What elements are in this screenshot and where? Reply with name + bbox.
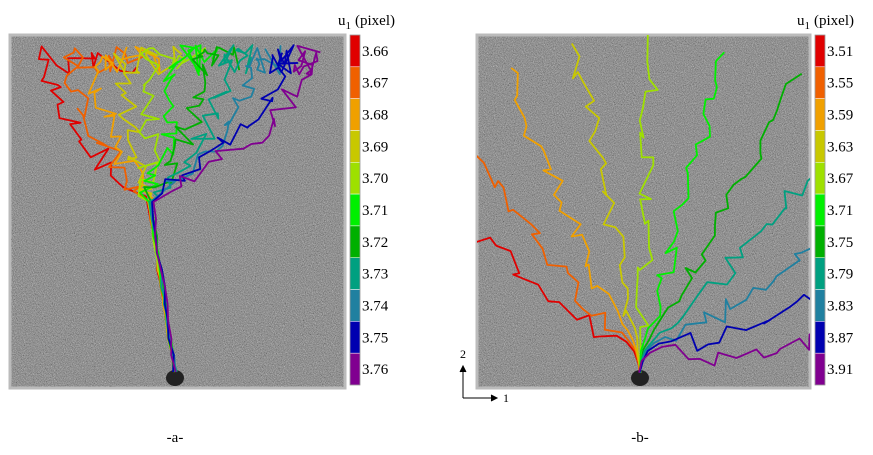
contour-line (638, 293, 810, 373)
contour-line (638, 247, 810, 373)
colorbar-frame (814, 34, 826, 386)
panel-caption: -a- (167, 430, 184, 446)
colorbar-label: 3.67 (827, 171, 854, 187)
specimen-image-a (8, 33, 347, 390)
colorbar-label: 3.71 (827, 203, 853, 219)
colorbar-swatch (349, 257, 361, 290)
colorbar-label: 3.68 (362, 108, 388, 124)
colorbar-swatch (349, 130, 361, 163)
colorbar-label: 3.74 (362, 298, 389, 314)
colorbar-label: 3.79 (827, 267, 853, 283)
colorbar-swatch (349, 321, 361, 354)
axis-label-2: 2 (460, 347, 466, 361)
colorbar-swatch (349, 66, 361, 99)
colorbar-swatch (814, 98, 826, 131)
contour-line (477, 154, 641, 373)
contours-b (477, 35, 810, 374)
panel-caption: -b- (631, 430, 649, 446)
contour-line (638, 72, 803, 373)
symbol: u (797, 13, 805, 29)
colorbar-frame (349, 34, 361, 386)
colorbar-label: 3.59 (827, 108, 853, 124)
colorbar-label: 3.55 (827, 76, 853, 92)
colorbar-swatch (814, 66, 826, 99)
colorbar-label: 3.73 (362, 267, 388, 283)
colorbar-swatch (349, 193, 361, 227)
colorbar-label: 3.63 (827, 139, 853, 155)
colorbar-swatch (814, 257, 826, 290)
colorbar-label: 3.87 (827, 330, 854, 346)
contour-line (510, 67, 642, 374)
colorbar-label: 3.66 (362, 44, 389, 60)
axes-indicator (459, 364, 499, 402)
colorbar-swatch (349, 34, 361, 68)
colorbar-label: 3.51 (827, 44, 853, 60)
colorbar-swatch (814, 162, 826, 195)
colorbar-swatch (349, 352, 361, 386)
colorbar-title: u1 (pixel) (338, 13, 395, 32)
colorbar-swatch (349, 225, 361, 258)
contour-line (639, 51, 725, 373)
colorbar-label: 3.75 (827, 235, 853, 251)
colorbar-swatch (814, 289, 826, 322)
colorbar-label: 3.69 (362, 139, 388, 155)
colorbar-swatch (814, 193, 826, 227)
colorbar-swatch (349, 98, 361, 131)
unit: (pixel) (814, 13, 854, 29)
contour-line (639, 177, 810, 373)
contour-line (635, 35, 659, 372)
subscript: 1 (346, 20, 352, 32)
colorbar-swatch (814, 352, 826, 386)
colorbar-label: 3.76 (362, 362, 389, 378)
colorbar-swatch (814, 225, 826, 258)
colorbar-swatch (349, 162, 361, 195)
colorbar-label: 3.75 (362, 330, 388, 346)
colorbar-swatch (814, 321, 826, 354)
subscript: 1 (805, 20, 811, 32)
colorbar-label: 3.91 (827, 362, 853, 378)
colorbar-label: 3.70 (362, 171, 388, 187)
specimen-image-b (475, 33, 812, 390)
contour-line (638, 333, 810, 373)
axis-label-1: 1 (503, 391, 509, 405)
contour-line (571, 43, 642, 373)
colorbar-label: 3.71 (362, 203, 388, 219)
colorbar-label: 3.72 (362, 235, 388, 251)
unit: (pixel) (355, 13, 395, 29)
colorbar-swatch (814, 130, 826, 163)
contour-line (152, 45, 321, 373)
colorbar-swatch (349, 289, 361, 322)
colorbar-label: 3.83 (827, 298, 853, 314)
colorbar-swatch (814, 34, 826, 68)
colorbar-title: u1 (pixel) (797, 13, 854, 32)
contour-line (477, 236, 642, 372)
colorbar-label: 3.67 (362, 76, 389, 92)
contours-a (38, 44, 321, 373)
symbol: u (338, 13, 346, 29)
